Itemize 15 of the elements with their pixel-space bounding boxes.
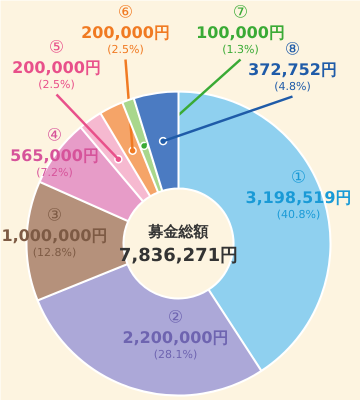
slice-label: ②: [168, 308, 184, 328]
slice-label: ⑧: [284, 40, 300, 60]
slice-label: ①: [290, 168, 306, 188]
text: 7,836,271円: [118, 245, 238, 266]
data-label: 372,752円 (4.8%): [248, 60, 337, 93]
data-label: 100,000円 (1.3%): [196, 23, 285, 56]
slice-label: ⑦: [232, 2, 248, 22]
slice-label: ⑥: [118, 2, 134, 22]
text: 募金総額: [148, 222, 208, 240]
data-label: 2,200,000円 (28.1%): [122, 328, 229, 361]
slice-label: ③: [46, 206, 62, 226]
slice-label: ④: [46, 126, 62, 146]
slice-label: ⑤: [48, 38, 64, 58]
data-label: 200,000円 (2.5%): [81, 23, 170, 56]
data-label: 200,000円 (2.5%): [12, 58, 101, 91]
